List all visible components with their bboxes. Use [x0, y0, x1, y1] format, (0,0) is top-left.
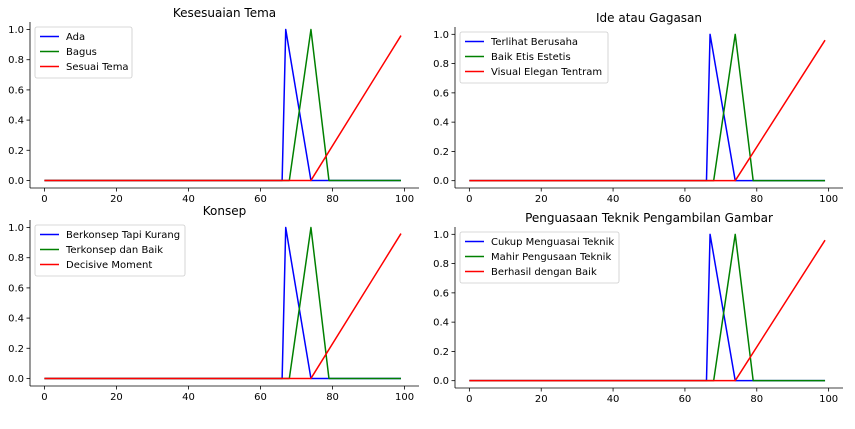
x-tick-label: 80	[326, 194, 339, 205]
x-tick-label: 100	[819, 394, 838, 405]
x-tick-label: 20	[110, 392, 123, 403]
y-tick-label: 0.0	[433, 376, 449, 387]
legend-label: Berkonsep Tapi Kurang	[66, 230, 180, 241]
x-tick-label: 80	[750, 394, 763, 405]
x-tick-label: 20	[535, 394, 548, 405]
legend-label: Mahir Pengusaan Teknik	[491, 252, 611, 263]
x-tick-label: 0	[466, 194, 472, 205]
legend-frame	[34, 26, 133, 79]
y-tick-label: 0.8	[433, 259, 449, 270]
legend-label: Terlihat Berusaha	[490, 37, 578, 48]
legend-label: Sesuai Tema	[66, 62, 129, 73]
legend: Ada Bagus Sesuai Tema	[34, 26, 133, 79]
series-line-3	[469, 39, 826, 182]
legend-frame	[459, 231, 620, 284]
x-tick-label: 100	[819, 194, 838, 205]
y-tick-label: 0.4	[433, 318, 449, 329]
y-tick-label: 1.0	[8, 223, 24, 234]
legend: Terlihat Berusaha Baik Etis Estetis Visual…	[459, 31, 609, 84]
x-tick-label: 20	[535, 194, 548, 205]
y-tick-label: 0.4	[433, 118, 449, 129]
y-tick-label: 1.0	[8, 25, 24, 36]
chart-title: Penguasaan Teknik Pengambilan Gambar	[525, 211, 773, 225]
x-tick-label: 40	[182, 194, 195, 205]
chart-panel-2: Ide atau Gagasan 0 20 40 60 80 100 0.0 0.2 0.4 0.6…	[433, 11, 843, 205]
x-tick-label: 40	[182, 392, 195, 403]
x-tick-label: 100	[395, 194, 414, 205]
x-tick-label: 80	[326, 392, 339, 403]
series-line-3	[44, 35, 402, 182]
legend-label: Bagus	[66, 47, 97, 58]
legend-label: Visual Elegan Tentram	[491, 67, 602, 78]
y-tick-label: 0.6	[8, 283, 24, 294]
x-tick-label: 60	[254, 392, 267, 403]
y-tick-label: 0.6	[8, 85, 24, 96]
x-tick-label: 40	[607, 394, 620, 405]
legend-frame	[34, 224, 186, 277]
legend: Berkonsep Tapi Kurang Terkonsep dan Baik D…	[34, 224, 186, 277]
legend-label: Cukup Menguasai Teknik	[491, 237, 614, 248]
y-tick-label: 0.6	[433, 288, 449, 299]
chart-title: Konsep	[203, 204, 246, 218]
y-tick-label: 0.2	[8, 146, 24, 157]
x-tick-label: 60	[254, 194, 267, 205]
x-tick-label: 20	[110, 194, 123, 205]
legend-label: Ada	[66, 32, 85, 43]
y-tick-label: 0.2	[433, 147, 449, 158]
y-tick-label: 1.0	[433, 230, 449, 241]
y-tick-label: 0.8	[8, 55, 24, 66]
x-tick-label: 100	[395, 392, 414, 403]
chart-panel-3: Konsep 0 20 40 60 80 100 0.0 0.2 0.4 0.6 0.8 1.0 Berk…	[8, 204, 419, 403]
y-tick-label: 0.8	[8, 253, 24, 264]
x-tick-label: 0	[41, 194, 47, 205]
y-tick-label: 0.0	[433, 176, 449, 187]
series-line-3	[469, 239, 826, 382]
x-tick-label: 40	[607, 194, 620, 205]
y-tick-label: 0.0	[8, 374, 24, 385]
y-tick-label: 0.8	[433, 59, 449, 70]
y-tick-label: 0.4	[8, 116, 24, 127]
legend-label: Berhasil dengan Baik	[491, 267, 597, 278]
y-tick-label: 0.2	[8, 344, 24, 355]
chart-panel-1: Kesesuaian Tema 0 20 40 60 80 100 0.0 0.2 0.4 0.6 0…	[8, 6, 419, 205]
x-tick-label: 0	[41, 392, 47, 403]
chart-title: Kesesuaian Tema	[173, 6, 276, 20]
legend-frame	[459, 31, 609, 84]
chart-title: Ide atau Gagasan	[596, 11, 702, 25]
x-tick-label: 80	[750, 194, 763, 205]
y-tick-label: 0.0	[8, 176, 24, 187]
legend-label: Terkonsep dan Baik	[65, 245, 163, 256]
y-tick-label: 0.2	[433, 347, 449, 358]
chart-panel-4: Penguasaan Teknik Pengambilan Gambar 0 20 4…	[433, 211, 843, 405]
legend-label: Decisive Moment	[66, 260, 152, 271]
legend: Cukup Menguasai Teknik Mahir Pengusaan Te…	[459, 231, 620, 284]
y-tick-label: 0.6	[433, 88, 449, 99]
series-line-3	[44, 233, 402, 380]
x-tick-label: 0	[466, 394, 472, 405]
y-tick-label: 1.0	[433, 30, 449, 41]
y-tick-label: 0.4	[8, 314, 24, 325]
legend-label: Baik Etis Estetis	[491, 52, 571, 63]
x-tick-label: 60	[679, 194, 692, 205]
x-tick-label: 60	[679, 394, 692, 405]
